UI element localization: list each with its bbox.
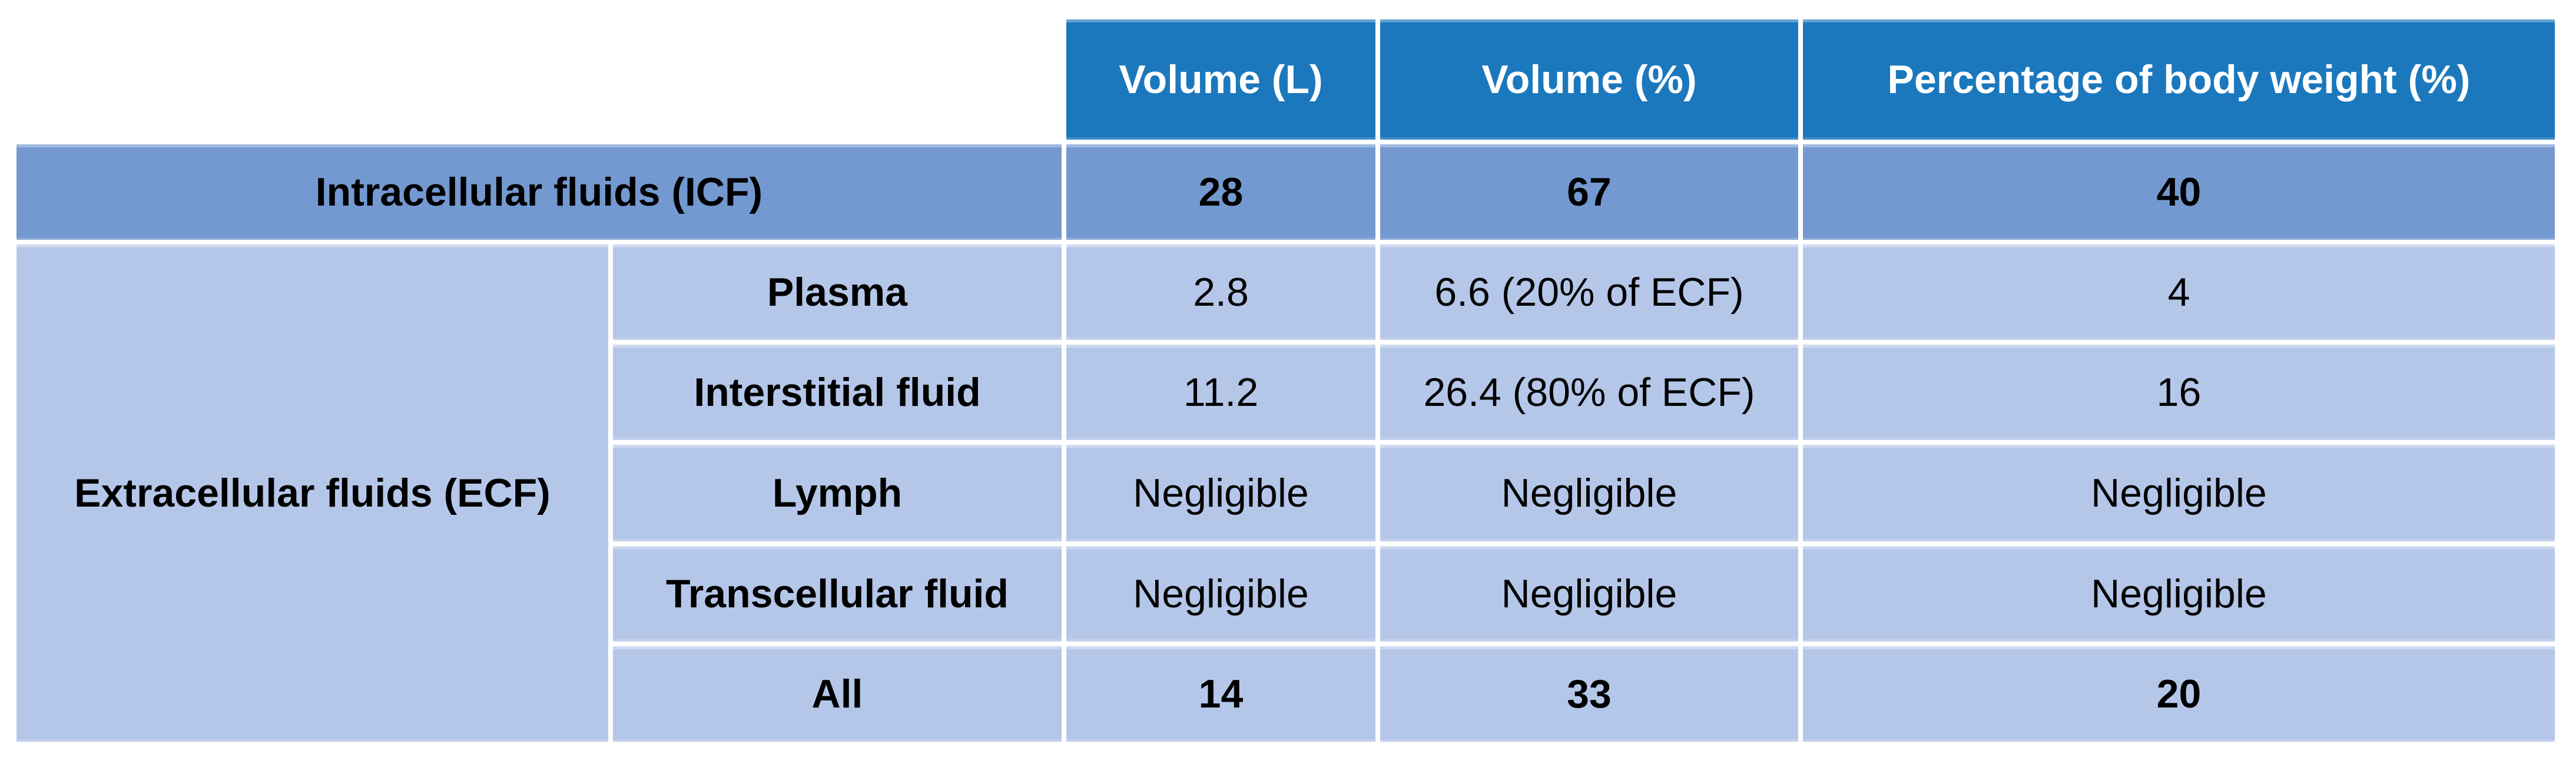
row-lymph-label: Lymph bbox=[613, 445, 1062, 541]
all-volume-pct-value: 33 bbox=[1380, 646, 1798, 742]
header-empty-spacer bbox=[16, 19, 1062, 140]
body-fluids-table: Volume (L) Volume (%) Percentage of body… bbox=[16, 19, 2555, 742]
plasma-volume-pct-value: 6.6 (20% of ECF) bbox=[1380, 244, 1798, 340]
lymph-volume-l-value: Negligible bbox=[1066, 445, 1375, 541]
interstitial-volume-pct-value: 26.4 (80% of ECF) bbox=[1380, 345, 1798, 440]
lymph-volume-pct-value: Negligible bbox=[1380, 445, 1798, 541]
column-header-volume-l: Volume (L) bbox=[1066, 19, 1375, 140]
transcellular-volume-l-value: Negligible bbox=[1066, 546, 1375, 642]
row-all-label: All bbox=[613, 646, 1062, 742]
column-header-volume-pct: Volume (%) bbox=[1380, 19, 1798, 140]
icf-volume-pct-value: 67 bbox=[1380, 144, 1798, 240]
lymph-body-weight-pct-value: Negligible bbox=[1803, 445, 2555, 541]
plasma-volume-l-value: 2.8 bbox=[1066, 244, 1375, 340]
icf-body-weight-pct-value: 40 bbox=[1803, 144, 2555, 240]
ecf-group-label: Extracellular fluids (ECF) bbox=[16, 244, 608, 742]
row-plasma-label: Plasma bbox=[613, 244, 1062, 340]
column-header-body-weight-pct: Percentage of body weight (%) bbox=[1803, 19, 2555, 140]
icf-volume-l-value: 28 bbox=[1066, 144, 1375, 240]
all-volume-l-value: 14 bbox=[1066, 646, 1375, 742]
plasma-body-weight-pct-value: 4 bbox=[1803, 244, 2555, 340]
interstitial-volume-l-value: 11.2 bbox=[1066, 345, 1375, 440]
row-transcellular-label: Transcellular fluid bbox=[613, 546, 1062, 642]
row-interstitial-label: Interstitial fluid bbox=[613, 345, 1062, 440]
interstitial-body-weight-pct-value: 16 bbox=[1803, 345, 2555, 440]
transcellular-volume-pct-value: Negligible bbox=[1380, 546, 1798, 642]
all-body-weight-pct-value: 20 bbox=[1803, 646, 2555, 742]
icf-row-label: Intracellular fluids (ICF) bbox=[16, 144, 1062, 240]
transcellular-body-weight-pct-value: Negligible bbox=[1803, 546, 2555, 642]
